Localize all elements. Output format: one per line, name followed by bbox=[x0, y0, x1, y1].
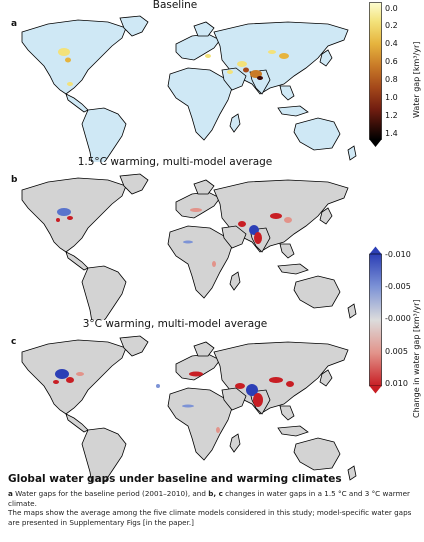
change-tick: 0.010 bbox=[385, 379, 408, 388]
baseline-hotspots bbox=[58, 48, 289, 86]
change-tick: 0.005 bbox=[385, 347, 408, 356]
change-colorbar bbox=[369, 246, 382, 394]
baseline-colorbar-label: Water gap [km³/yr] bbox=[412, 41, 421, 118]
warming-15-map bbox=[21, 173, 357, 320]
panel-letter-c: c bbox=[11, 337, 17, 347]
baseline-tick: 0.0 bbox=[385, 4, 398, 13]
panel-title-warming-3: 3°C warming, multi-model average bbox=[82, 318, 268, 330]
warming-3-hotspots bbox=[53, 369, 294, 433]
caption-text-1: Water gaps for the baseline period (2001… bbox=[12, 489, 209, 498]
panel-warming-15: b 1.5°C warming, multi-model average bbox=[0, 156, 424, 418]
caption-text-2: changes in water gaps in a 1.5 °C and 3 … bbox=[8, 489, 410, 508]
caption-line-1: a Water gaps for the baseline period (20… bbox=[8, 489, 420, 508]
change-tick: -0.005 bbox=[385, 282, 411, 291]
caption-ref-bc: b, c bbox=[208, 489, 223, 498]
panel-letter-a: a bbox=[11, 19, 18, 29]
caption-title: Global water gaps under baseline and war… bbox=[8, 473, 342, 485]
baseline-tick: 1.2 bbox=[385, 111, 398, 120]
baseline-tick: 0.2 bbox=[385, 21, 398, 30]
panel-title-warming-15: 1.5°C warming, multi-model average bbox=[77, 156, 273, 168]
panel-warming-3: c 3°C warming, multi-model average bbox=[0, 314, 424, 482]
baseline-tick: 0.8 bbox=[385, 75, 398, 84]
change-tick: -0.000 bbox=[385, 314, 411, 323]
panel-baseline: a Baseline bbox=[0, 0, 424, 162]
panel-title-baseline: Baseline bbox=[152, 0, 198, 11]
panel-letter-b: b bbox=[11, 175, 18, 185]
change-tick: -0.010 bbox=[385, 250, 411, 259]
baseline-colorbar bbox=[369, 2, 382, 147]
figure-caption: Global water gaps under baseline and war… bbox=[8, 473, 420, 527]
caption-line-2: The maps show the average among the five… bbox=[8, 508, 412, 527]
warming-15-hotspots bbox=[56, 208, 292, 267]
baseline-tick: 1.0 bbox=[385, 93, 398, 102]
baseline-tick: 0.6 bbox=[385, 57, 398, 66]
baseline-map bbox=[21, 15, 357, 162]
warming-3-map bbox=[21, 335, 357, 482]
baseline-colorbar-ticks: 0.0 0.2 0.4 0.6 0.8 1.0 1.2 1.4 bbox=[385, 5, 415, 145]
baseline-tick: 0.4 bbox=[385, 39, 398, 48]
baseline-tick: 1.4 bbox=[385, 129, 398, 138]
caption-ref-a: a bbox=[8, 489, 13, 498]
change-colorbar-ticks: -0.010 -0.005 -0.000 0.005 0.010 bbox=[385, 251, 423, 396]
